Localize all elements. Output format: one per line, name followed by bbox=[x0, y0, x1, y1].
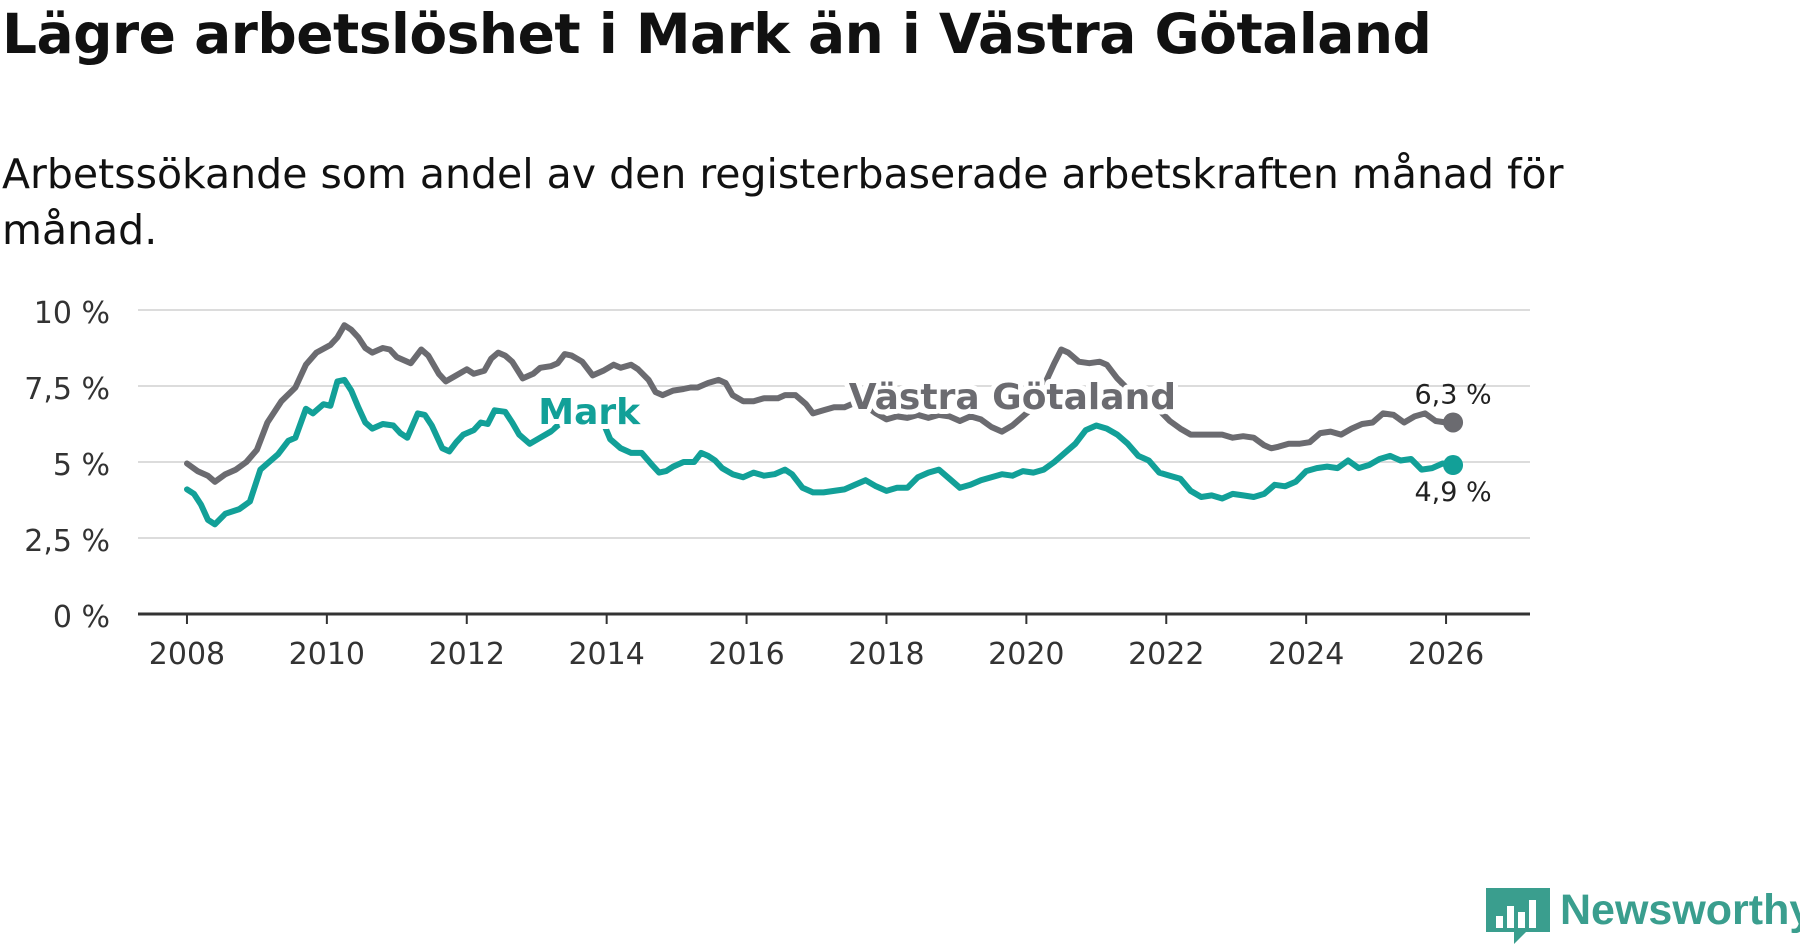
y-tick-label: 2,5 % bbox=[24, 524, 110, 559]
chart-title: Lägre arbetslöshet i Mark än i Västra Gö… bbox=[2, 2, 1432, 66]
y-tick-label: 0 % bbox=[53, 600, 110, 635]
x-tick-label: 2018 bbox=[848, 637, 924, 672]
newsworthy-logo-text: Newsworthy bbox=[1560, 886, 1800, 934]
x-tick-label: 2014 bbox=[568, 637, 644, 672]
axes: 0 % 2,5 % 5 % 7,5 % 10 % 2008 2010 2012 2014 2016… bbox=[24, 296, 1530, 672]
x-tick-label: 2026 bbox=[1408, 637, 1484, 672]
y-tick-label: 10 % bbox=[34, 296, 110, 331]
series-labels: 6,3 % Västra Götaland 4,9 % Mark bbox=[533, 372, 1491, 508]
x-tick-label: 2016 bbox=[708, 637, 784, 672]
newsworthy-logo-icon bbox=[1486, 888, 1550, 944]
series-end-label-mark: 4,9 % bbox=[1414, 477, 1491, 508]
series-end-point-mark bbox=[1443, 455, 1464, 476]
y-tick-label: 7,5 % bbox=[24, 372, 110, 407]
chart-subtitle: Arbetssökande som andel av den registerb… bbox=[2, 150, 1564, 254]
series-end-point-v-stra-g-taland bbox=[1443, 412, 1464, 433]
x-tick-label: 2008 bbox=[149, 637, 225, 672]
x-tick-label: 2010 bbox=[289, 637, 365, 672]
x-tick-label: 2020 bbox=[988, 637, 1064, 672]
series-name-label-v-stra-g-taland: Västra Götaland bbox=[849, 377, 1176, 418]
series bbox=[184, 322, 1464, 528]
x-tick-label: 2012 bbox=[429, 637, 505, 672]
x-tick-label: 2024 bbox=[1268, 637, 1344, 672]
x-tick-label: 2022 bbox=[1128, 637, 1204, 672]
y-tick-label: 5 % bbox=[53, 448, 110, 483]
series-line-mark bbox=[184, 376, 1457, 528]
series-line-v-stra-g-taland bbox=[184, 322, 1457, 485]
series-end-label-v-stra-g-taland: 6,3 % bbox=[1414, 379, 1491, 410]
series-name-label-mark: Mark bbox=[538, 392, 641, 433]
gridlines bbox=[138, 309, 1530, 539]
